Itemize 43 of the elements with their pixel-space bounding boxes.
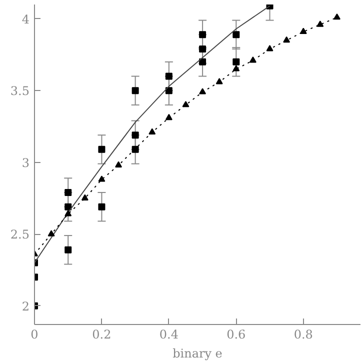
point [232,58,240,66]
point [199,58,206,66]
point [64,188,72,196]
point [115,161,122,168]
x-tick-label: 0.2 [92,328,112,342]
point [199,45,206,52]
point [266,45,274,52]
point [132,87,139,94]
point [199,88,206,94]
x-tick-label: 0.6 [226,328,246,342]
point [216,78,223,84]
point [165,72,172,80]
y-tick-label: 2.5 [10,228,30,242]
point [165,114,172,120]
point [182,100,190,108]
point [48,230,55,236]
point [316,20,324,27]
point [132,132,139,139]
x-axis-title: binary e [172,346,222,360]
x-tick-label: 0.8 [294,328,313,342]
point [232,31,240,38]
point [98,203,106,210]
y-tick-label: 4 [22,12,30,26]
point [98,176,106,182]
point [300,28,307,34]
point [148,128,156,134]
y-tick-label: 3 [22,156,30,170]
y-tick-label: 2 [22,299,30,314]
point [132,146,139,153]
point [81,194,88,200]
point [283,36,290,43]
point [165,87,172,94]
point [333,13,340,20]
point [249,56,256,63]
point [199,31,206,38]
x-tick-label: 0 [30,328,38,342]
y-tick-label: 3.5 [10,84,30,98]
point [64,210,72,216]
x-tick-label: 0.4 [159,328,179,342]
point [64,246,72,254]
point [232,65,240,72]
point [98,146,106,153]
point [64,203,72,210]
